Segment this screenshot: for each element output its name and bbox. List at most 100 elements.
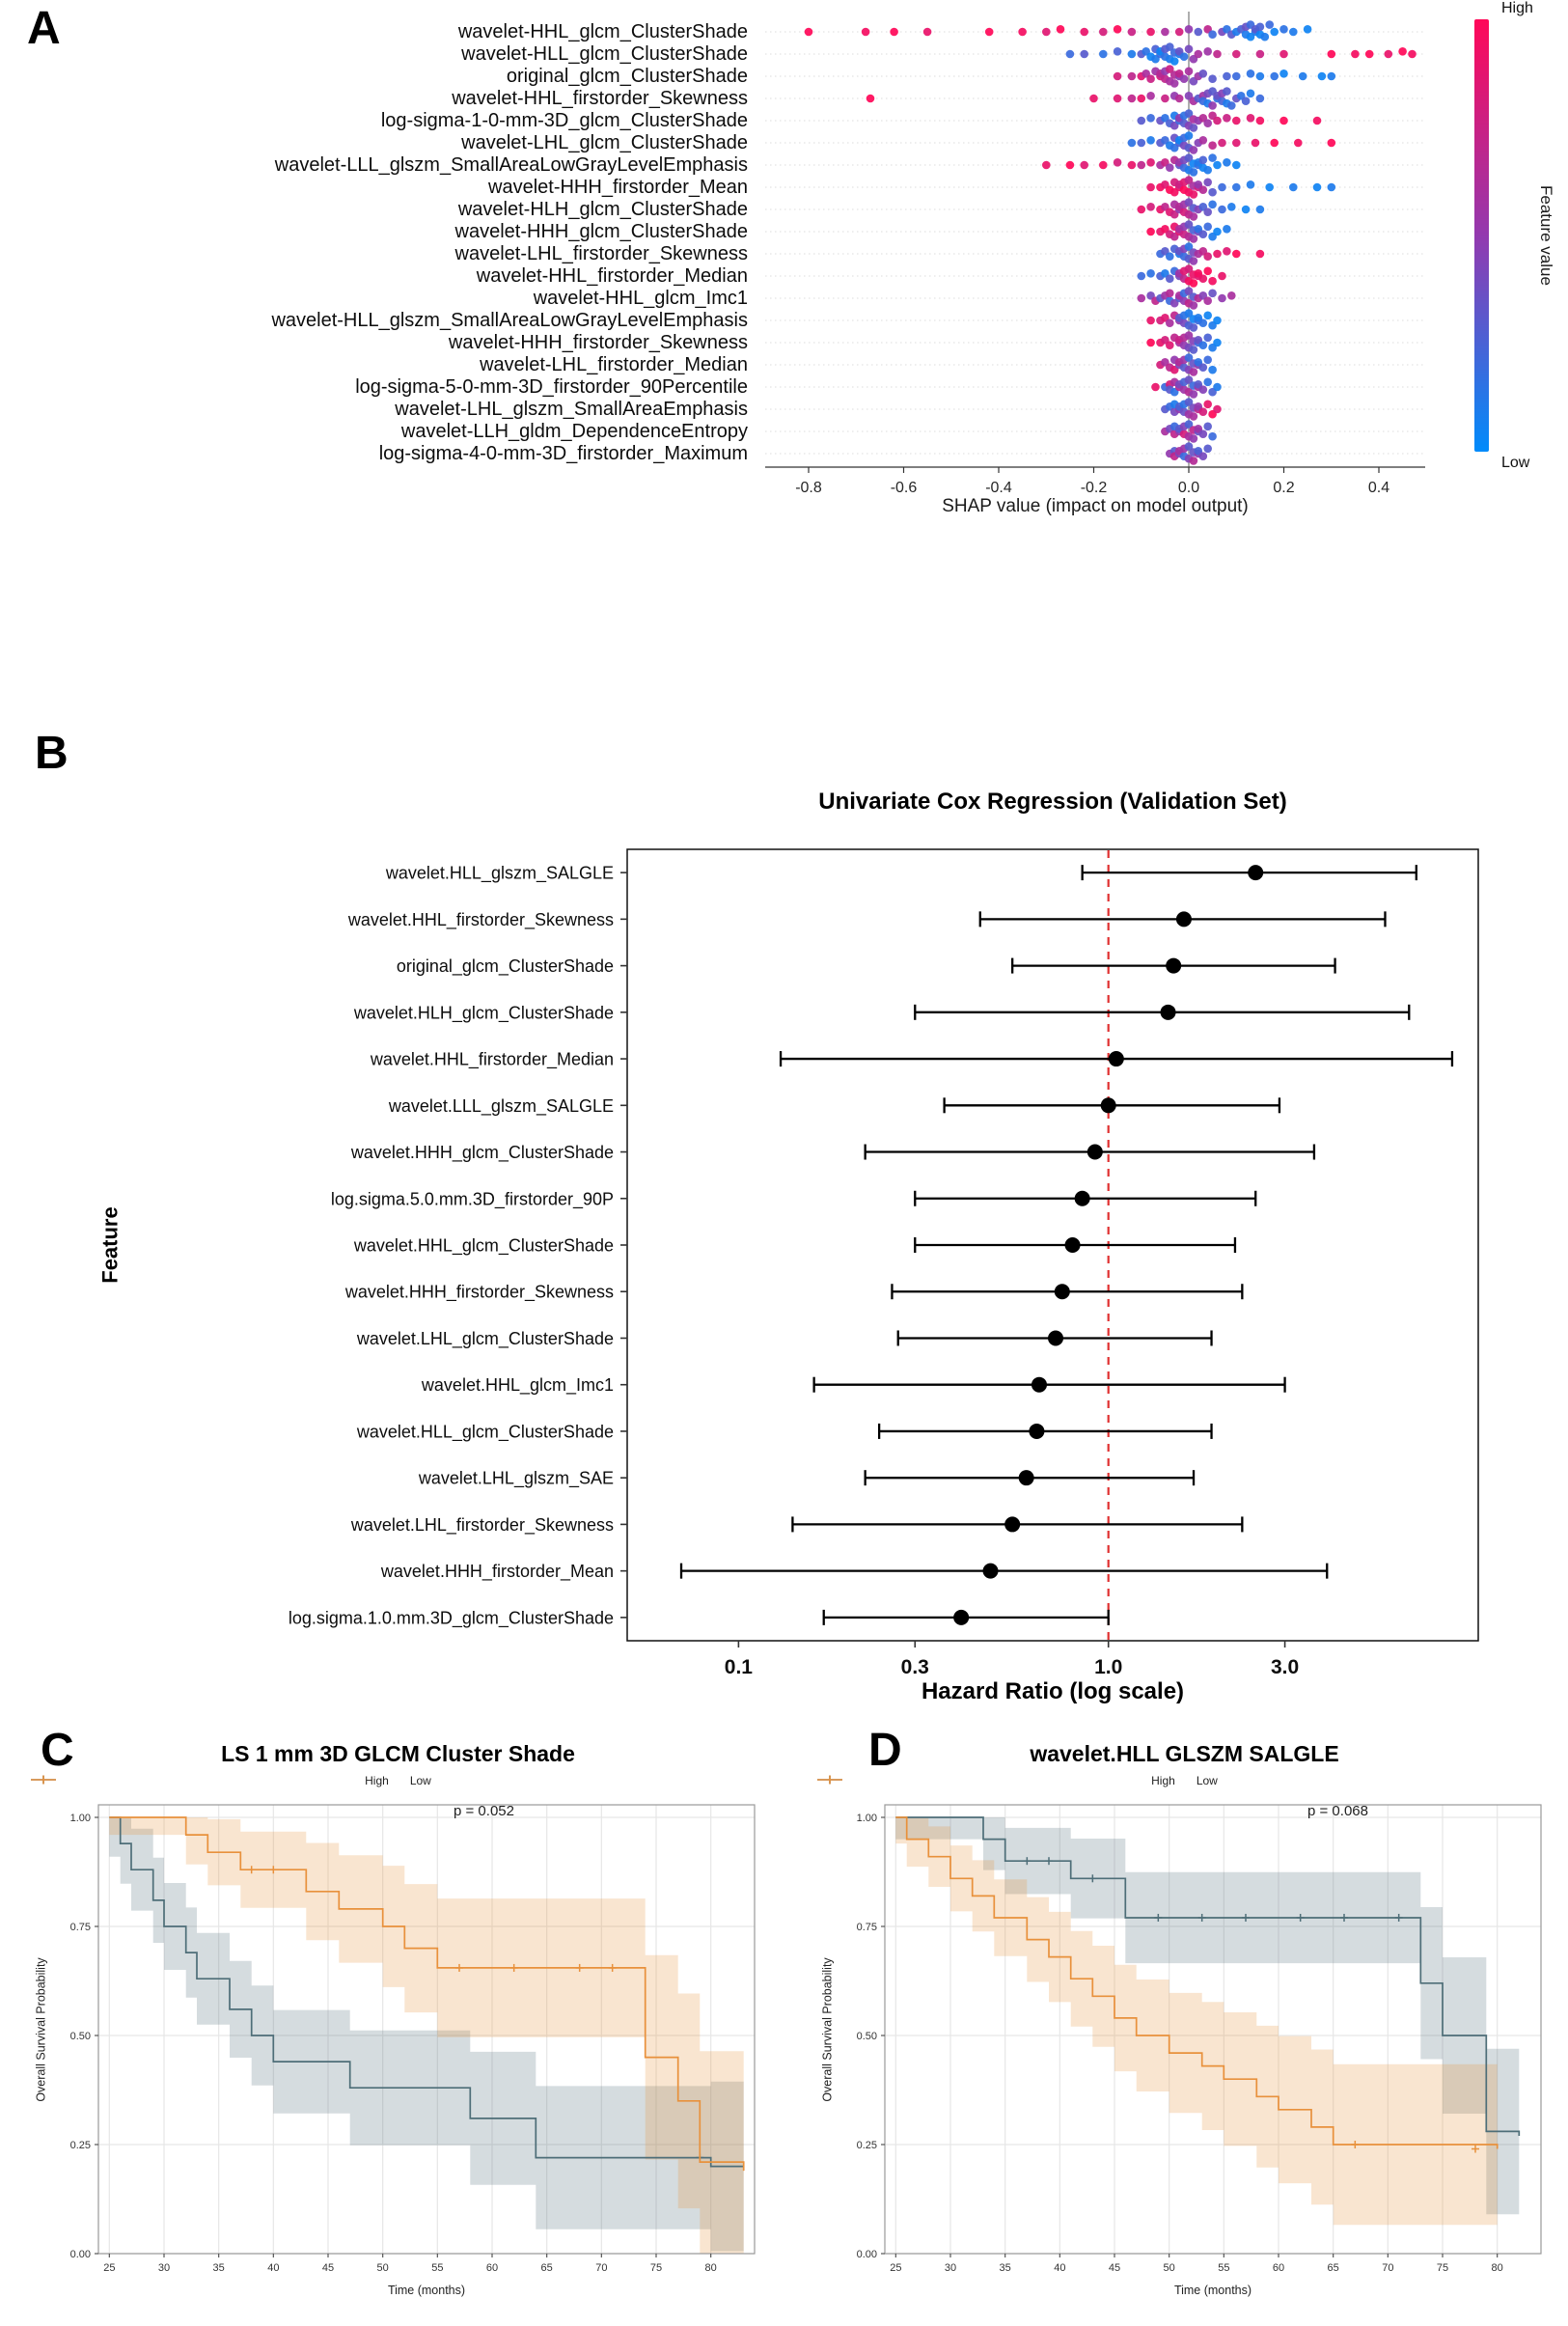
shap-point	[1137, 293, 1146, 303]
y-tick-label: 1.00	[70, 1813, 91, 1824]
shap-point	[1151, 382, 1160, 392]
x-tick-label: 60	[1273, 2262, 1284, 2274]
shap-point	[1113, 94, 1122, 103]
shap-point	[1232, 249, 1241, 259]
shap-point	[1166, 274, 1174, 284]
shap-point	[1166, 341, 1174, 350]
shap-point	[1223, 158, 1231, 167]
x-tick-label: 0.2	[1273, 480, 1294, 496]
shap-point	[1065, 49, 1075, 59]
shap-point	[1184, 264, 1194, 273]
shap-point	[1270, 27, 1279, 37]
x-tick-label: 50	[377, 2262, 389, 2274]
shap-point	[1018, 27, 1027, 37]
forest-plot-title: Univariate Cox Regression (Validation Se…	[818, 789, 1287, 815]
feature-label: wavelet-LLL_glszm_SmallAreaLowGrayLevelE…	[274, 154, 748, 176]
shap-point	[1127, 160, 1137, 170]
shap-point	[1255, 205, 1265, 214]
shap-point	[1184, 309, 1194, 318]
shap-point	[1203, 422, 1212, 431]
shap-point	[1189, 168, 1198, 177]
shap-point	[1113, 47, 1122, 56]
hr-point	[953, 1609, 970, 1625]
forest-feature-label: wavelet.HLH_glcm_ClusterShade	[353, 1003, 614, 1023]
shap-point	[1208, 30, 1217, 39]
shap-point	[922, 27, 932, 37]
shap-point	[1208, 200, 1217, 209]
shap-point	[1327, 182, 1336, 192]
shap-point	[1194, 225, 1203, 234]
km-y-axis-title-text-c: Overall Survival Probability	[35, 1956, 49, 2102]
shap-point	[1194, 425, 1203, 433]
shap-point	[1232, 116, 1241, 125]
p-value-label-c: p = 0.052	[454, 1803, 514, 1819]
shap-point	[1227, 101, 1236, 110]
shap-point	[1213, 116, 1222, 125]
shap-point	[1213, 160, 1222, 170]
hr-point	[1087, 1144, 1103, 1160]
x-tick-label: 1.0	[1094, 1656, 1122, 1678]
hr-point	[1029, 1423, 1045, 1439]
shap-point	[1327, 138, 1336, 148]
x-tick-label: 0.4	[1368, 480, 1389, 496]
shap-point	[1241, 205, 1251, 214]
feature-label: wavelet-HHL_firstorder_Skewness	[451, 88, 748, 109]
shap-point	[1198, 69, 1208, 78]
panel-d-km-plot: 0.00 0.25 0.50 0.75 1.00 25 30 35 40 45 50 55 60 65 70…	[815, 1728, 1554, 2321]
shap-point	[1189, 434, 1198, 443]
km-legend-c: High Low	[29, 1774, 767, 1787]
confidence-ribbon	[109, 1817, 744, 2254]
survival-curve	[895, 1816, 1499, 2149]
shap-point	[1203, 377, 1212, 387]
km-legend-d: High Low	[815, 1774, 1554, 1787]
y-tick-label: 0.00	[70, 2249, 91, 2260]
legend-label: High	[365, 1774, 389, 1787]
shap-point	[1208, 187, 1217, 197]
shap-point	[1194, 49, 1203, 59]
forest-feature-label: wavelet.HHL_glcm_ClusterShade	[353, 1236, 614, 1257]
panel-d-letter: D	[868, 1725, 902, 1776]
shap-point	[1194, 358, 1203, 367]
feature-label: wavelet-LHL_glcm_ClusterShade	[460, 132, 748, 153]
shap-point	[1203, 400, 1212, 409]
x-tick-label: 65	[1328, 2262, 1339, 2274]
shap-point	[1146, 203, 1155, 211]
x-tick-label: 70	[1382, 2262, 1393, 2274]
shap-point	[1080, 27, 1088, 37]
shap-point	[1289, 182, 1298, 192]
forest-feature-label: wavelet.HHL_firstorder_Median	[370, 1050, 614, 1070]
shap-point	[1184, 287, 1194, 295]
shap-point	[1198, 385, 1208, 395]
shap-point	[1232, 160, 1241, 170]
shap-point	[1203, 444, 1212, 454]
shap-point	[1279, 116, 1288, 125]
km-title-c: LS 1 mm 3D GLCM Cluster Shade	[221, 1741, 575, 1766]
x-tick-label: 25	[103, 2262, 115, 2274]
shap-point	[1317, 71, 1327, 81]
shap-point	[1227, 203, 1236, 211]
shap-point	[1099, 27, 1108, 37]
shap-point	[1198, 185, 1208, 194]
hr-point	[1100, 1097, 1116, 1114]
shap-point	[1146, 92, 1155, 100]
shap-point	[1189, 390, 1198, 399]
shap-point	[1189, 457, 1198, 465]
shap-point	[1203, 178, 1212, 187]
x-tick-label: -0.8	[795, 480, 822, 496]
legend-censor-glyph	[31, 1775, 56, 1785]
shap-point	[1189, 235, 1198, 243]
km-y-axis-title-d: Overall Survival Probability	[815, 1805, 840, 2254]
shap-point	[1184, 353, 1194, 362]
forest-feature-label: log.sigma.5.0.mm.3D_firstorder_90P	[331, 1189, 614, 1209]
shap-point	[1241, 97, 1251, 105]
shap-point	[1179, 74, 1189, 83]
y-tick-label: 0.25	[857, 2140, 877, 2151]
shap-point	[1184, 176, 1194, 184]
feature-label: wavelet-HLL_glcm_ClusterShade	[460, 43, 748, 65]
y-tick-label: 1.00	[857, 1813, 877, 1824]
shap-point	[1184, 131, 1194, 140]
shap-point	[1364, 49, 1374, 59]
shap-point	[1189, 257, 1198, 265]
shap-point	[1198, 341, 1208, 350]
x-tick-label: 55	[1218, 2262, 1229, 2274]
